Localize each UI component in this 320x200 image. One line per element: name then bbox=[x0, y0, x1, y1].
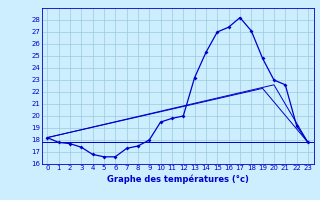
X-axis label: Graphe des températures (°c): Graphe des températures (°c) bbox=[107, 174, 249, 184]
